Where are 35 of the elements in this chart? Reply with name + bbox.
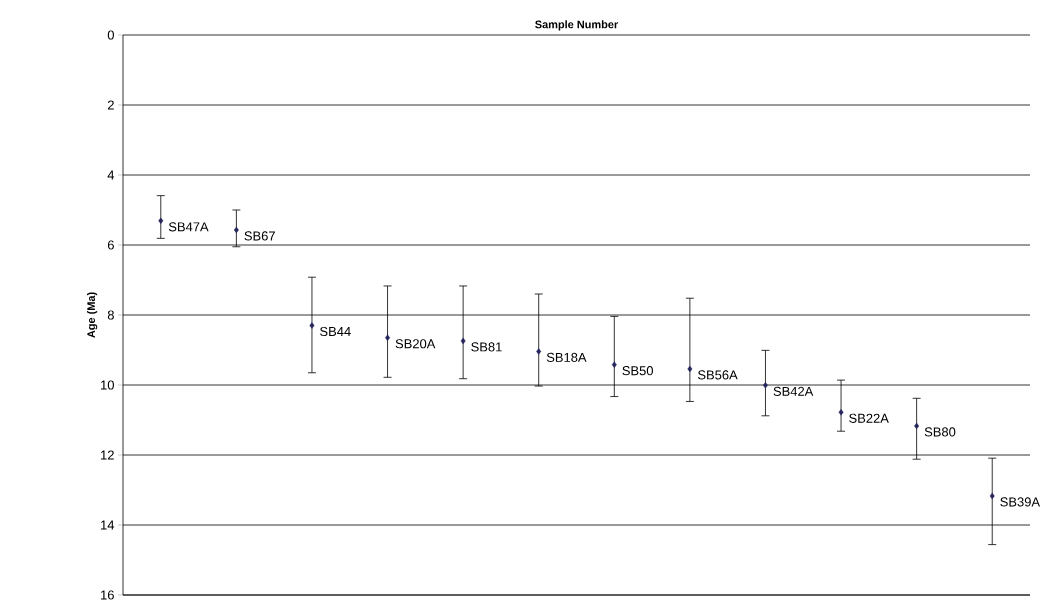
point bbox=[687, 365, 693, 373]
annotation: SB44 bbox=[320, 326, 351, 337]
annotation: SB18A bbox=[546, 352, 587, 362]
annotation: SB80 bbox=[924, 427, 956, 437]
y-tick-label: 12 bbox=[101, 450, 114, 460]
annotation: SB56A bbox=[698, 370, 738, 380]
y-tick-label: 6 bbox=[107, 240, 114, 250]
point bbox=[914, 422, 920, 430]
point bbox=[385, 334, 390, 341]
point bbox=[233, 226, 239, 234]
annotation: SB81 bbox=[471, 342, 502, 352]
annotation: SB47A bbox=[168, 222, 209, 232]
y-tick-label: 14 bbox=[101, 520, 115, 530]
y-tick-label: 10 bbox=[101, 380, 114, 390]
point bbox=[536, 348, 542, 355]
y-tick-label: 8 bbox=[107, 310, 114, 320]
point bbox=[611, 361, 617, 368]
x-axis-title: Sample Number bbox=[535, 20, 619, 31]
annotation: SB67 bbox=[244, 231, 275, 241]
y-axis-title: Age (Ma) bbox=[86, 292, 98, 338]
point bbox=[309, 322, 315, 329]
annotation: SB50 bbox=[622, 366, 653, 376]
point bbox=[460, 337, 466, 345]
y-tick-label: 0 bbox=[107, 30, 114, 40]
annotation: SB20A bbox=[395, 339, 436, 349]
point bbox=[838, 409, 844, 416]
annotation: SB42A bbox=[773, 386, 814, 396]
point bbox=[158, 217, 164, 225]
y-tick-label: 16 bbox=[101, 590, 114, 600]
annotation: SB39A bbox=[1000, 497, 1041, 507]
y-tick-label: 4 bbox=[107, 170, 115, 180]
point bbox=[989, 492, 995, 500]
point bbox=[763, 382, 768, 389]
annotation: SB22A bbox=[849, 413, 889, 423]
y-tick-label: 2 bbox=[107, 100, 114, 110]
